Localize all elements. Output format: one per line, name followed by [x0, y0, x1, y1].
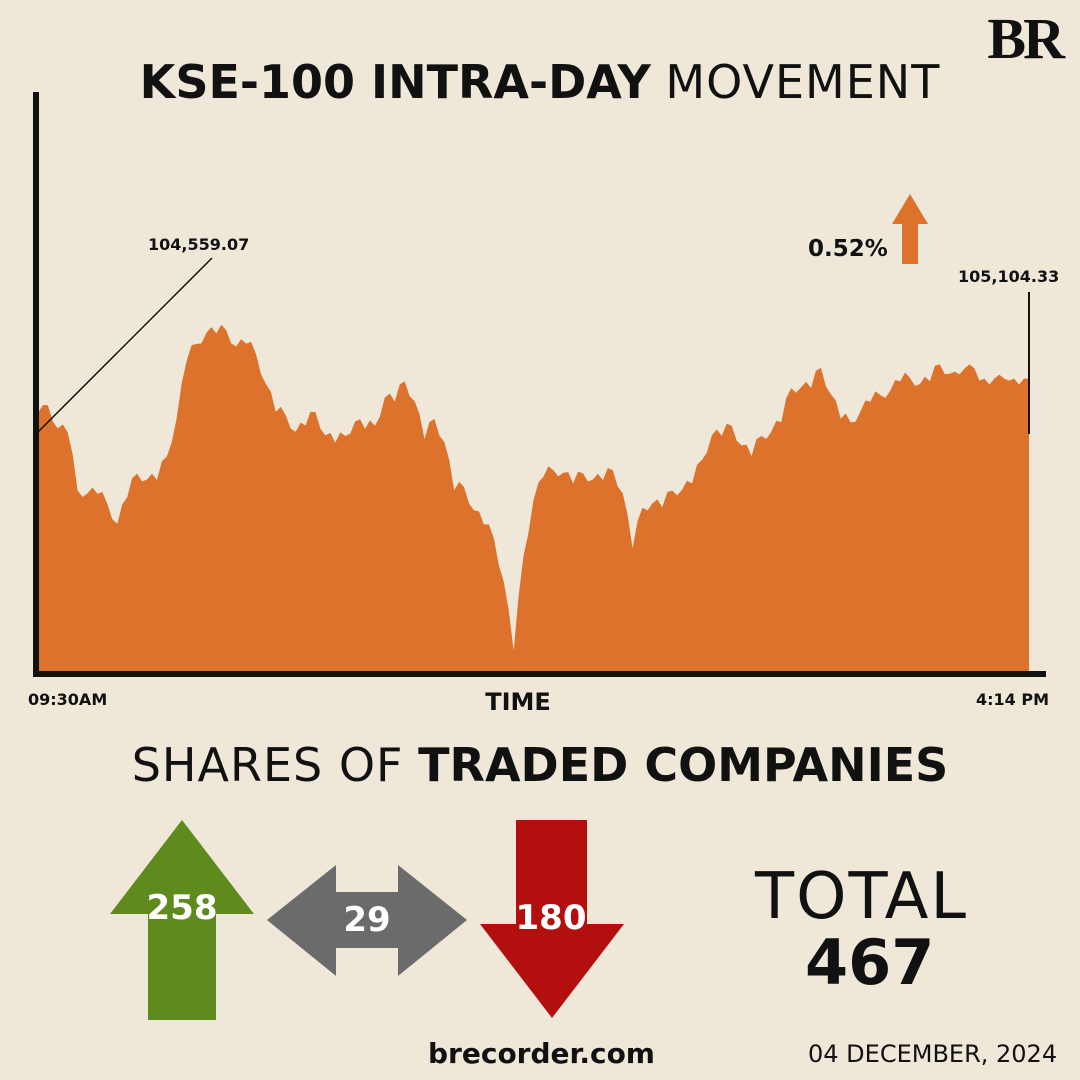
advanced-up-arrow-icon: [110, 820, 254, 1020]
declined-down-arrow-icon: [480, 820, 624, 1018]
intraday-area: [38, 324, 1029, 672]
x-start-label: 09:30AM: [28, 690, 107, 709]
companies-heading-bold: TRADED COMPANIES: [418, 738, 949, 792]
advance-decline-arrows: [110, 820, 624, 1020]
chart-title: KSE-100 INTRA-DAY MOVEMENT: [0, 52, 1080, 112]
unchanged-count: 29: [343, 900, 391, 940]
change-up-arrow-icon: [892, 194, 928, 264]
chart-title-light: MOVEMENT: [665, 55, 941, 109]
change-percent: 0.52%: [808, 236, 888, 262]
total-value: 467: [805, 926, 935, 999]
chart-title-bold: KSE-100 INTRA-DAY: [139, 55, 651, 109]
x-end-label: 4:14 PM: [976, 690, 1049, 709]
companies-heading: SHARES OF TRADED COMPANIES: [0, 735, 1080, 795]
unchanged-double-arrow-icon: [267, 865, 467, 976]
site-url: brecorder.com: [428, 1037, 655, 1070]
companies-heading-light: SHARES OF: [131, 738, 404, 792]
start-value-label: 104,559.07: [148, 235, 249, 254]
total-label: TOTAL: [755, 860, 969, 934]
close-value-label: 105,104.33: [958, 267, 1059, 286]
br-logo: BR: [987, 6, 1065, 71]
advanced-count: 258: [146, 888, 218, 928]
x-axis-title: TIME: [485, 688, 551, 716]
publish-date: 04 DECEMBER, 2024: [808, 1040, 1058, 1068]
start-value-leader-line: [35, 257, 213, 435]
intraday-chart: 104,559.07 105,104.33 0.52% 09:30AM 4:14…: [28, 92, 1059, 716]
declined-count: 180: [515, 898, 587, 938]
